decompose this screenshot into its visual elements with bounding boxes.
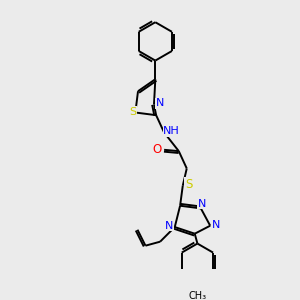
Text: N: N [165, 221, 173, 231]
Text: NH: NH [163, 126, 180, 136]
Text: S: S [129, 107, 136, 117]
Text: N: N [198, 199, 206, 209]
Text: S: S [185, 178, 192, 191]
Text: O: O [153, 143, 162, 156]
Text: CH₃: CH₃ [189, 291, 207, 300]
Text: N: N [156, 98, 164, 108]
Text: N: N [212, 220, 220, 230]
